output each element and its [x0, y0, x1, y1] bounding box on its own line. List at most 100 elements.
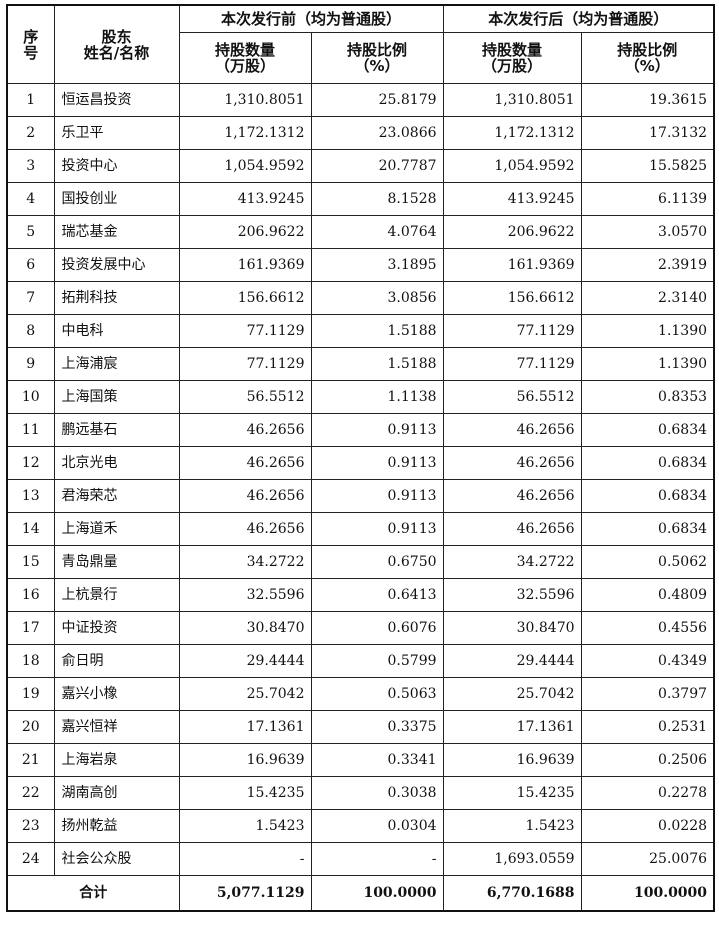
- cell-after-shares: 46.2656: [442, 446, 582, 480]
- cell-before-ratio: 0.3375: [310, 710, 444, 744]
- cell-before-shares: 56.5512: [178, 380, 312, 414]
- cell-seq: 6: [6, 248, 55, 282]
- cell-name: 上海岩泉: [53, 743, 180, 777]
- table-row: 6 投资发展中心 161.9369 3.1895 161.9369 2.3919: [6, 248, 715, 282]
- cell-after-ratio: 1.1390: [580, 347, 715, 381]
- total-after-shares: 6,770.1688: [442, 875, 582, 912]
- table-row: 17 中证投资 30.8470 0.6076 30.8470 0.4556: [6, 611, 715, 645]
- cell-before-shares: 17.1361: [178, 710, 312, 744]
- cell-before-shares: 34.2722: [178, 545, 312, 579]
- cell-before-shares: 46.2656: [178, 479, 312, 513]
- cell-after-shares: 1,054.9592: [442, 149, 582, 183]
- cell-after-ratio: 0.3797: [580, 677, 715, 711]
- cell-after-shares: 77.1129: [442, 347, 582, 381]
- cell-after-ratio: 0.4349: [580, 644, 715, 678]
- table-row: 15 青岛鼎量 34.2722 0.6750 34.2722 0.5062: [6, 545, 715, 579]
- cell-before-ratio: 0.3038: [310, 776, 444, 810]
- cell-name: 君海荣芯: [53, 479, 180, 513]
- cell-seq: 13: [6, 479, 55, 513]
- cell-name: 嘉兴小橡: [53, 677, 180, 711]
- header-row-1: 序号 股东 姓名/名称 本次发行前（均为普通股） 本次发行后（均为普通股）: [6, 4, 715, 84]
- cell-before-shares: 1.5423: [178, 809, 312, 843]
- cell-after-ratio: 0.8353: [580, 380, 715, 414]
- cell-seq: 19: [6, 677, 55, 711]
- cell-before-ratio: 0.9113: [310, 512, 444, 546]
- cell-after-shares: 1,693.0559: [442, 842, 582, 876]
- cell-name: 上海国策: [53, 380, 180, 414]
- cell-before-shares: 1,054.9592: [178, 149, 312, 183]
- total-after-ratio: 100.0000: [580, 875, 715, 912]
- cell-seq: 8: [6, 314, 55, 348]
- cell-after-ratio: 1.1390: [580, 314, 715, 348]
- cell-after-shares: 25.7042: [442, 677, 582, 711]
- cell-after-shares: 16.9639: [442, 743, 582, 777]
- cell-before-ratio: 3.0856: [310, 281, 444, 315]
- table-row: 12 北京光电 46.2656 0.9113 46.2656 0.6834: [6, 446, 715, 480]
- cell-after-shares: 1,172.1312: [442, 116, 582, 150]
- cell-before-shares: 206.9622: [178, 215, 312, 249]
- cell-after-ratio: 0.6834: [580, 413, 715, 447]
- cell-name: 投资中心: [53, 149, 180, 183]
- cell-seq: 22: [6, 776, 55, 810]
- total-before-ratio: 100.0000: [310, 875, 444, 912]
- cell-after-ratio: 0.5062: [580, 545, 715, 579]
- header-before-shares-text: 持股数量 （万股）: [214, 41, 275, 75]
- table-row: 19 嘉兴小橡 25.7042 0.5063 25.7042 0.3797: [6, 677, 715, 711]
- cell-after-ratio: 0.4556: [580, 611, 715, 645]
- header-before-ratio: 持股比例 （%）: [310, 32, 444, 84]
- cell-name: 扬州乾益: [53, 809, 180, 843]
- cell-after-ratio: 0.4809: [580, 578, 715, 612]
- table-row: 5 瑞芯基金 206.9622 4.0764 206.9622 3.0570: [6, 215, 715, 249]
- header-after-ratio: 持股比例 （%）: [580, 32, 715, 84]
- cell-seq: 20: [6, 710, 55, 744]
- table-body: 1 恒运昌投资 1,310.8051 25.8179 1,310.8051 19.3615…: [6, 83, 715, 876]
- cell-before-ratio: 1.5188: [310, 347, 444, 381]
- cell-after-ratio: 0.6834: [580, 479, 715, 513]
- cell-seq: 23: [6, 809, 55, 843]
- cell-after-shares: 29.4444: [442, 644, 582, 678]
- cell-seq: 4: [6, 182, 55, 216]
- cell-after-ratio: 6.1139: [580, 182, 715, 216]
- cell-before-shares: 1,310.8051: [178, 83, 312, 117]
- cell-name: 恒运昌投资: [53, 83, 180, 117]
- header-group-before: 本次发行前（均为普通股）: [178, 4, 444, 33]
- table-row: 16 上杭景行 32.5596 0.6413 32.5596 0.4809: [6, 578, 715, 612]
- cell-seq: 12: [6, 446, 55, 480]
- shareholding-table: 序号 股东 姓名/名称 本次发行前（均为普通股） 本次发行后（均为普通股） 持股数…: [6, 4, 716, 912]
- cell-before-ratio: 0.9113: [310, 413, 444, 447]
- cell-before-shares: 46.2656: [178, 413, 312, 447]
- cell-name: 上海浦宸: [53, 347, 180, 381]
- cell-after-shares: 17.1361: [442, 710, 582, 744]
- cell-seq: 11: [6, 413, 55, 447]
- table-row: 20 嘉兴恒祥 17.1361 0.3375 17.1361 0.2531: [6, 710, 715, 744]
- cell-seq: 15: [6, 545, 55, 579]
- cell-before-shares: 161.9369: [178, 248, 312, 282]
- cell-after-shares: 413.9245: [442, 182, 582, 216]
- cell-before-ratio: 0.9113: [310, 446, 444, 480]
- cell-after-ratio: 25.0076: [580, 842, 715, 876]
- table-row: 1 恒运昌投资 1,310.8051 25.8179 1,310.8051 19.3615: [6, 83, 715, 117]
- table-row: 7 拓荆科技 156.6612 3.0856 156.6612 2.3140: [6, 281, 715, 315]
- cell-before-ratio: 0.5799: [310, 644, 444, 678]
- cell-after-shares: 32.5596: [442, 578, 582, 612]
- cell-before-ratio: 1.1138: [310, 380, 444, 414]
- cell-after-ratio: 0.2531: [580, 710, 715, 744]
- table-row: 2 乐卫平 1,172.1312 23.0866 1,172.1312 17.3132: [6, 116, 715, 150]
- cell-name: 嘉兴恒祥: [53, 710, 180, 744]
- cell-name: 投资发展中心: [53, 248, 180, 282]
- header-row-2: 持股数量 （万股） 持股比例 （%） 持股数量 （万股） 持股比例 （%）: [7, 32, 715, 84]
- cell-before-shares: 1,172.1312: [178, 116, 312, 150]
- cell-after-ratio: 0.6834: [580, 446, 715, 480]
- cell-name: 社会公众股: [53, 842, 180, 876]
- header-group-after: 本次发行后（均为普通股）: [442, 4, 715, 33]
- cell-name: 瑞芯基金: [53, 215, 180, 249]
- cell-name: 俞日明: [53, 644, 180, 678]
- cell-before-shares: 29.4444: [178, 644, 312, 678]
- cell-after-shares: 46.2656: [442, 413, 582, 447]
- cell-before-ratio: 3.1895: [310, 248, 444, 282]
- header-before-ratio-text: 持股比例 （%）: [347, 41, 408, 75]
- cell-after-ratio: 19.3615: [580, 83, 715, 117]
- cell-after-shares: 1,310.8051: [442, 83, 582, 117]
- cell-before-ratio: 4.0764: [310, 215, 444, 249]
- table-row: 18 俞日明 29.4444 0.5799 29.4444 0.4349: [6, 644, 715, 678]
